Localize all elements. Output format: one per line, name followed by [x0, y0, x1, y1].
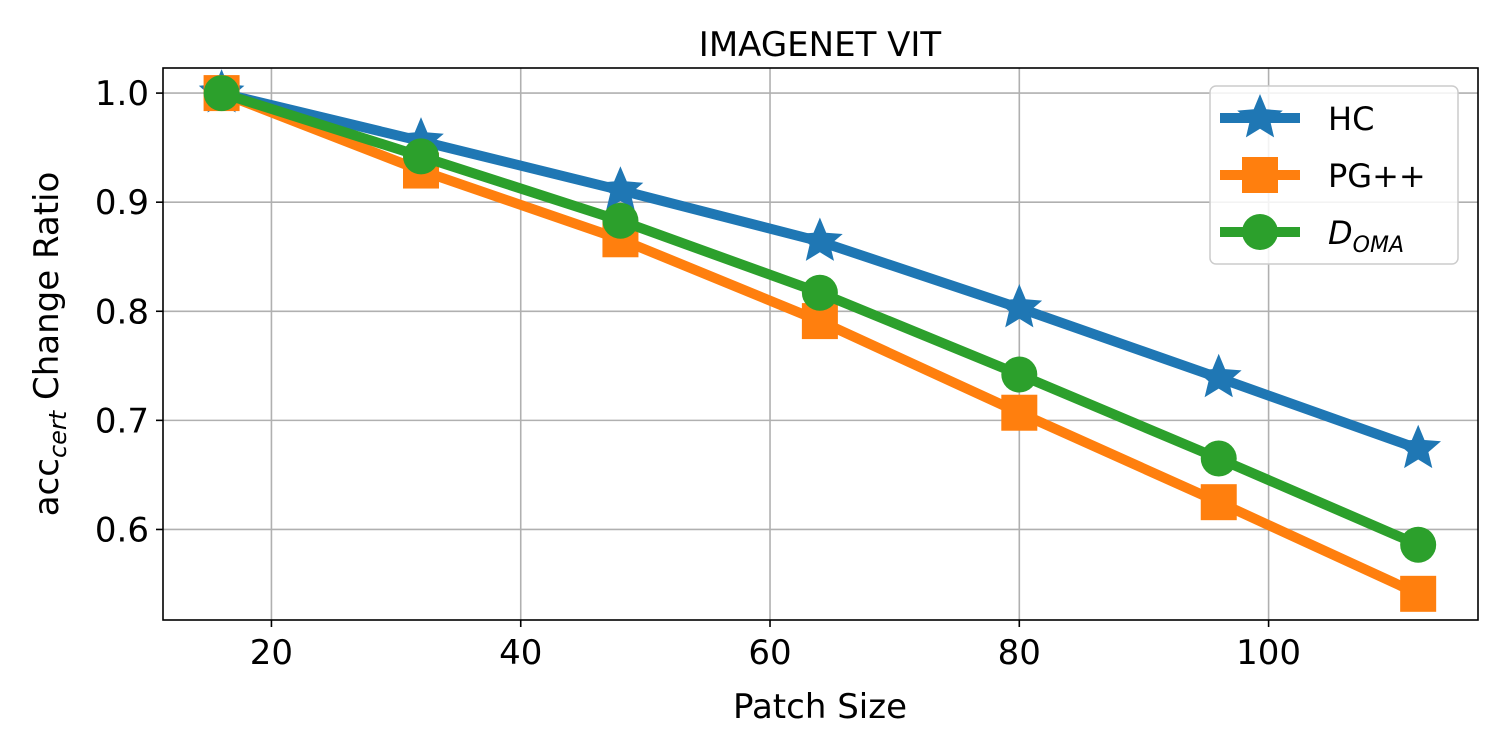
data-point-circle	[602, 202, 639, 239]
legend-label: DOMA	[1328, 214, 1404, 258]
data-point-circle	[1400, 526, 1437, 563]
x-axis: 20 40 60 80 100	[250, 620, 1301, 673]
series-lines	[198, 69, 1441, 612]
y-tick-label: 0.7	[95, 401, 149, 441]
legend-label: HC	[1328, 100, 1374, 138]
chart-title: IMAGENET VIT	[699, 25, 942, 65]
data-point-circle	[1001, 356, 1038, 393]
data-point-star	[597, 166, 644, 210]
x-tick-label: 80	[998, 633, 1041, 673]
data-point-circle	[801, 274, 838, 311]
y-tick-label: 1.0	[95, 74, 149, 114]
legend-marker-circle	[1242, 214, 1278, 250]
x-tick-label: 40	[499, 633, 542, 673]
y-tick-label: 0.8	[95, 292, 149, 332]
plot-frame	[162, 67, 1479, 621]
data-point-star	[996, 284, 1043, 328]
x-axis-label: Patch Size	[733, 687, 907, 727]
data-point-star	[797, 217, 843, 261]
y-axis: 0.6 0.7 0.8 0.9 1.0	[95, 74, 163, 550]
y-tick-label: 0.9	[95, 183, 149, 223]
data-point-star	[1195, 353, 1242, 398]
legend-marker-star	[1237, 94, 1283, 138]
data-point-square	[1200, 484, 1237, 521]
data-point-square	[1400, 575, 1437, 612]
x-tick-label: 20	[250, 633, 293, 673]
legend-marker-square	[1242, 157, 1278, 193]
x-tick-label: 60	[748, 633, 791, 673]
data-point-circle	[203, 75, 240, 112]
data-point-circle	[403, 138, 440, 175]
x-tick-label: 100	[1236, 633, 1301, 673]
data-point-circle	[1200, 440, 1237, 477]
y-axis-label: acccert Change Ratio	[27, 172, 72, 517]
data-point-star	[1395, 424, 1441, 469]
legend: HC PG++ DOMA	[1209, 85, 1459, 265]
y-tick-label: 0.6	[95, 510, 149, 550]
legend-label: PG++	[1328, 157, 1426, 195]
data-point-square	[1001, 394, 1038, 431]
